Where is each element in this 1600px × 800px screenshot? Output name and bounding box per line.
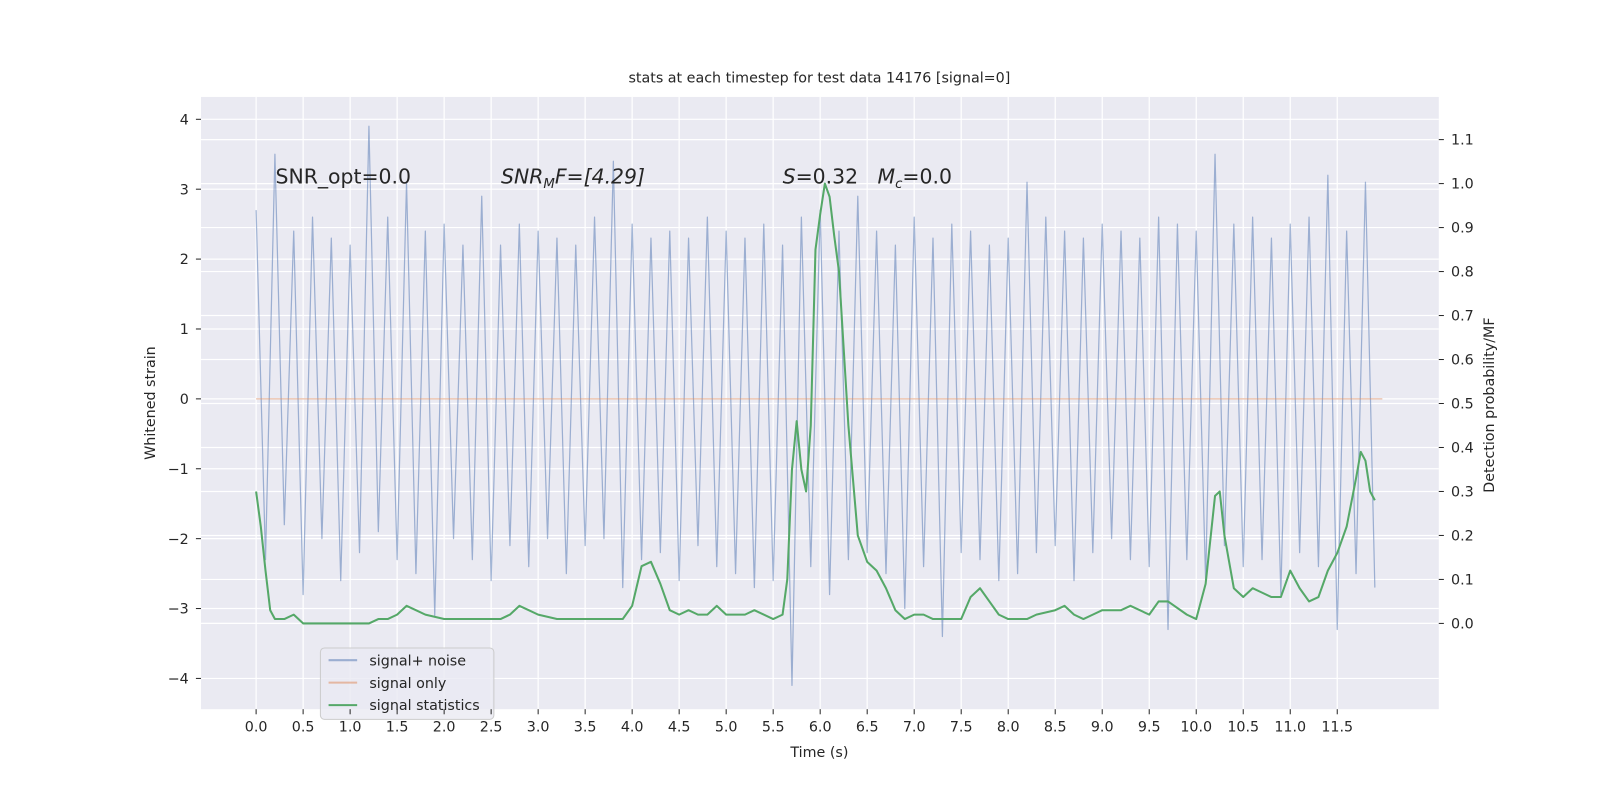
x-tick-label: 0.5 <box>292 720 315 736</box>
annotation: SNRMF=[4.29] <box>501 165 645 192</box>
y2-tick-label: 0.6 <box>1451 353 1474 369</box>
y-tick-label: −1 <box>168 462 189 478</box>
x-tick-label: 7.5 <box>950 720 973 736</box>
x-tick-label: 9.0 <box>1091 720 1114 736</box>
y2-tick-label: 0.5 <box>1451 397 1474 413</box>
legend: signal+ noise signal only signal statistic… <box>319 647 495 720</box>
y-tick-label: 2 <box>180 252 189 268</box>
y2-tick-label: 0.7 <box>1451 309 1474 325</box>
x-tick-label: 10.0 <box>1180 720 1212 736</box>
annotation-part: c <box>895 177 903 192</box>
y2-tick-label: 0.3 <box>1451 485 1474 501</box>
legend-label: signal statistics <box>369 698 479 714</box>
x-tick-label: 11.5 <box>1321 720 1353 736</box>
x-tick-label: 3.5 <box>574 720 597 736</box>
y-tick-label: −2 <box>168 532 189 548</box>
y2-tick-label: 1.1 <box>1451 133 1474 149</box>
x-tick-label: 11.0 <box>1274 720 1306 736</box>
y2-tick-label: 0.1 <box>1451 573 1474 589</box>
x-tick-label: 5.5 <box>762 720 785 736</box>
x-tick-label: 3.0 <box>527 720 550 736</box>
x-tick-label: 9.5 <box>1138 720 1161 736</box>
x-tick-label: 8.5 <box>1044 720 1067 736</box>
x-tick-label: 7.0 <box>903 720 926 736</box>
y2-tick-label: 0.0 <box>1451 617 1474 633</box>
y-tick-label: 0 <box>180 392 189 408</box>
y2-tick-label: 0.9 <box>1451 221 1474 237</box>
annotation-part: M <box>543 177 555 192</box>
y-tick-label: −4 <box>168 672 189 688</box>
annotation-part: =0.32 <box>796 165 878 189</box>
x-tick-label: 2.0 <box>433 720 456 736</box>
y2-tick-label: 0.2 <box>1451 529 1474 545</box>
chart-title: stats at each timestep for test data 141… <box>628 71 1010 87</box>
x-tick-label: 4.0 <box>621 720 644 736</box>
y2-tick-label: 0.4 <box>1451 441 1474 457</box>
y-tick-label: 1 <box>180 322 189 338</box>
x-tick-label: 10.5 <box>1227 720 1259 736</box>
y-tick-label: 4 <box>180 112 189 128</box>
x-axis-label: Time (s) <box>789 745 848 761</box>
annotation-part: F=[4.29] <box>555 165 645 189</box>
annotation-part: =0.0 <box>902 165 952 189</box>
x-tick-label: 4.5 <box>668 720 691 736</box>
annotation-part: SNR_opt=0.0 <box>276 165 412 190</box>
y2-tick-label: 0.8 <box>1451 265 1474 281</box>
annotation: S=0.32 Mc=0.0 <box>783 165 952 192</box>
x-tick-label: 1.5 <box>386 720 409 736</box>
y-axis-label: Whitened strain <box>143 346 159 460</box>
legend-box <box>319 647 495 720</box>
x-tick-label: 6.5 <box>856 720 879 736</box>
x-tick-label: 6.0 <box>809 720 832 736</box>
x-tick-label: 5.0 <box>715 720 738 736</box>
annotation: SNR_opt=0.0 <box>276 165 412 190</box>
y2-tick-label: 1.0 <box>1451 177 1474 193</box>
series-line <box>255 182 1376 625</box>
legend-label: signal only <box>369 676 446 692</box>
y-tick-label: −3 <box>168 602 189 618</box>
legend-label: signal+ noise <box>369 653 466 669</box>
annotation-part: SNR <box>501 165 543 189</box>
x-tick-label: 8.0 <box>997 720 1020 736</box>
x-tick-label: 1.0 <box>339 720 362 736</box>
annotation-part: M <box>878 165 896 189</box>
series-line <box>255 125 1376 687</box>
y2-axis-label: Detection probability/MF <box>1482 317 1498 492</box>
x-tick-label: 0.0 <box>245 720 268 736</box>
x-tick-label: 2.5 <box>480 720 503 736</box>
y-tick-label: 3 <box>180 182 189 198</box>
annotation-part: S <box>783 165 796 189</box>
